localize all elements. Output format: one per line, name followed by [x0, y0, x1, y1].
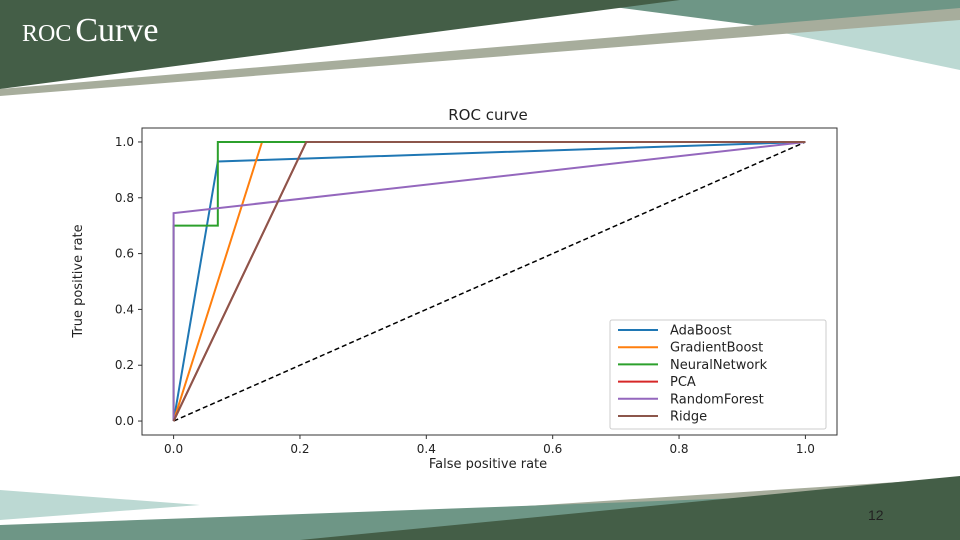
- series-line-ridge: [172, 140, 806, 422]
- page-number: 12: [868, 507, 884, 523]
- series-layer: [172, 140, 806, 422]
- legend-label: RandomForest: [670, 392, 764, 407]
- roc-chart: ROC curve 0.0 0.2 0.4 0.6 0.8 1.0 0.00.20.40.…: [71, 106, 838, 470]
- y-tick-label: 0.8: [115, 191, 134, 205]
- y-axis-ticks: 0.0 0.2 0.4 0.6 0.8 1.0: [115, 135, 142, 428]
- top-olive-band: [0, 8, 960, 96]
- bottom-light-teal-band: [0, 490, 200, 520]
- x-tick-label: 1.0: [796, 442, 815, 456]
- plot-frame: [141, 127, 838, 436]
- slide-title-part2: Curve: [75, 12, 159, 49]
- legend-label: AdaBoost: [670, 324, 732, 339]
- legend: AdaBoost GradientBoost NeuralNetwork PCA Ran…: [609, 319, 827, 430]
- y-tick-label: 1.0: [115, 135, 134, 149]
- legend-label: NeuralNetwork: [670, 358, 768, 373]
- x-tick-label: 0.8: [669, 442, 688, 456]
- legend-label: PCA: [670, 375, 696, 390]
- legend-items: AdaBoost GradientBoost NeuralNetwork PCA Ran…: [618, 324, 768, 425]
- bottom-dark-green-band: [300, 476, 960, 540]
- series-line-randomforest: [172, 140, 806, 422]
- y-tick-label: 0.0: [115, 414, 134, 428]
- y-tick-label: 0.2: [115, 358, 134, 372]
- baseline-diagonal: [173, 141, 806, 422]
- y-tick-label: 0.4: [115, 302, 134, 316]
- x-axis-label: False positive rate: [429, 457, 547, 470]
- y-tick-label: 0.6: [115, 247, 134, 261]
- y-axis-label: True positive rate: [71, 224, 86, 338]
- x-tick-label: 0.4: [417, 442, 436, 456]
- x-tick-label: 0.2: [290, 442, 309, 456]
- top-dark-green-band: [0, 0, 680, 89]
- legend-box: [609, 319, 827, 430]
- legend-label: GradientBoost: [670, 341, 763, 356]
- slide-title: ROC Curve: [22, 14, 158, 48]
- x-tick-label: 0.0: [164, 442, 183, 456]
- x-tick-label: 0.6: [543, 442, 562, 456]
- x-axis-ticks: 0.0 0.2 0.4 0.6 0.8 1.0: [164, 435, 815, 456]
- slide-title-part1: ROC: [22, 21, 72, 47]
- chart-title: ROC curve: [448, 106, 528, 124]
- legend-label: Ridge: [670, 410, 707, 425]
